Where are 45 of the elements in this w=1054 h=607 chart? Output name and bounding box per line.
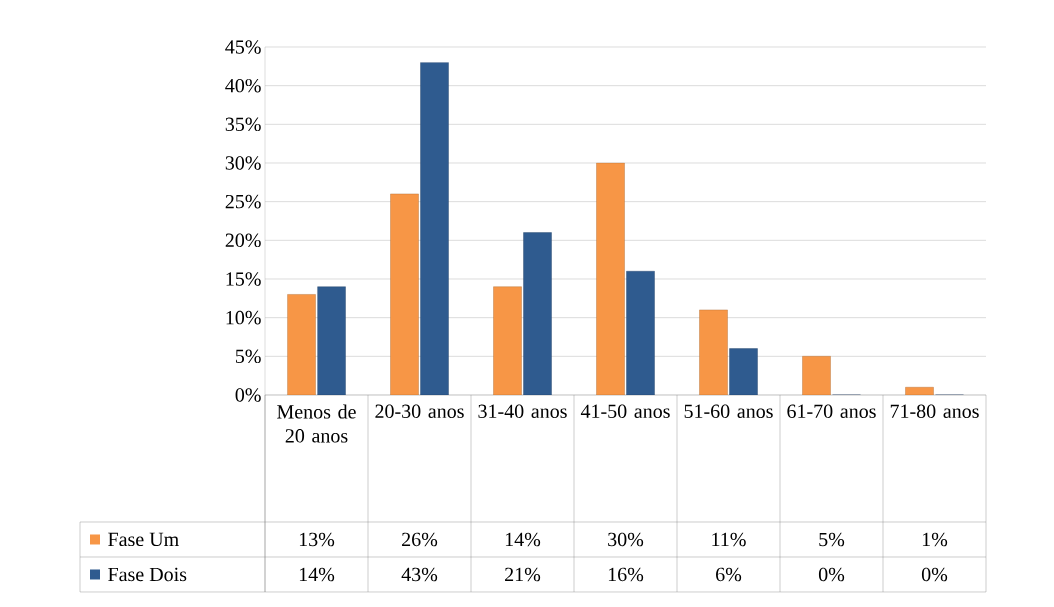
bar xyxy=(523,232,552,395)
bar xyxy=(626,271,655,395)
legend-label: Fase Dois xyxy=(108,567,187,582)
bar xyxy=(390,193,419,395)
y-tick-label: 10% xyxy=(226,310,261,325)
y-tick-label: 5% xyxy=(235,349,261,364)
data-label: 6% xyxy=(716,567,742,582)
y-tick-label: 30% xyxy=(225,156,261,170)
data-label: 5% xyxy=(819,532,845,547)
data-label: 43% xyxy=(401,567,438,582)
data-label: 21% xyxy=(505,567,541,582)
bar xyxy=(802,356,831,395)
data-label: 11% xyxy=(712,532,746,547)
data-label: 14% xyxy=(299,567,335,582)
data-label: 16% xyxy=(608,567,644,582)
bar xyxy=(729,348,758,395)
y-tick-label: 15% xyxy=(226,272,261,286)
bar xyxy=(493,286,522,395)
x-tick-label: 71-80 anos xyxy=(890,404,979,419)
x-tick-label: 20-30 anos xyxy=(375,404,464,419)
y-tick-label: 20% xyxy=(225,233,261,248)
data-label: 30% xyxy=(608,532,644,547)
x-tick-label: Menos de 20 anos xyxy=(277,404,356,443)
bar xyxy=(905,387,934,395)
data-label: 26% xyxy=(402,532,438,547)
bar xyxy=(596,162,625,395)
y-tick-label: 35% xyxy=(225,117,261,132)
bar xyxy=(420,62,449,395)
data-label: 13% xyxy=(299,532,335,547)
legend-label: Fase Um xyxy=(108,532,179,547)
data-label: 1% xyxy=(922,532,948,547)
data-label: 0% xyxy=(921,567,948,582)
bar xyxy=(699,309,728,395)
x-tick-label: 31-40 anos xyxy=(478,404,567,419)
x-tick-label: 41-50 anos xyxy=(580,404,670,419)
y-tick-label: 25% xyxy=(225,194,261,209)
bar xyxy=(317,286,346,395)
x-tick-label: 61-70 anos xyxy=(787,404,876,419)
x-tick-label: 51-60 anos xyxy=(684,404,773,419)
data-label: 14% xyxy=(505,532,541,547)
bar xyxy=(287,294,316,395)
y-tick-label: 0% xyxy=(235,388,261,402)
y-tick-label: 40% xyxy=(225,78,261,93)
y-tick-label: 45% xyxy=(225,40,261,54)
data-label: 0% xyxy=(818,567,845,582)
